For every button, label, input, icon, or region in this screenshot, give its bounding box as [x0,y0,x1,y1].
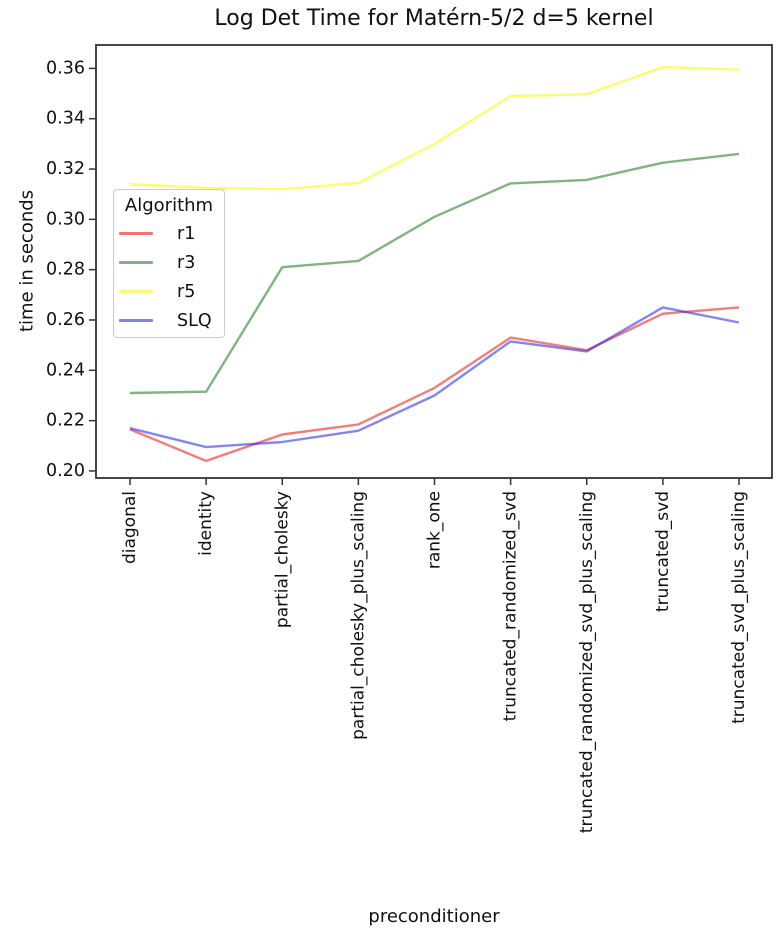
legend-item-r1: r1 [119,219,219,248]
series-line-SLQ [129,306,740,449]
x-tick-label: truncated_svd_plus_scaling [729,491,749,724]
x-tick-label: partial_cholesky [272,491,292,628]
y-tick-label: 0.26 [46,310,85,330]
series-line-r3 [129,152,740,395]
y-tick-label: 0.34 [46,109,85,129]
legend-label-r5: r5 [177,281,196,302]
legend-swatch-r1 [119,231,153,236]
legend-item-r3: r3 [119,248,219,277]
legend-rows: r1 r3 r5 SLQ [119,219,219,335]
legend-swatch-r3 [119,260,153,265]
y-tick-label: 0.36 [46,58,85,78]
y-tick-label: 0.24 [46,360,85,380]
legend: Algorithm r1 r3 r5 SLQ [113,189,225,338]
x-tick-label: diagonal [120,491,140,564]
legend-item-SLQ: SLQ [119,306,219,335]
y-tick-label: 0.28 [46,260,85,280]
y-tick-label: 0.30 [46,209,85,229]
series-line-r1 [129,306,740,463]
legend-label-r1: r1 [177,223,196,244]
y-tick-label: 0.22 [46,411,85,431]
x-tick-label: rank_one [425,491,445,569]
x-tick-label: partial_cholesky_plus_scaling [348,491,368,740]
y-tick-label: 0.20 [46,461,85,481]
chart-title: Log Det Time for Matérn-5/2 d=5 kernel [214,6,654,31]
x-tick-label: truncated_svd [653,491,673,612]
legend-swatch-r5 [119,289,153,294]
legend-title: Algorithm [124,195,214,216]
series-line-r5 [129,65,740,191]
x-tick-label: identity [196,491,216,556]
legend-label-SLQ: SLQ [177,310,212,331]
y-tick-label: 0.32 [46,159,85,179]
legend-swatch-SLQ [119,318,153,323]
x-tick-label: truncated_randomized_svd [501,491,521,721]
x-axis-label: preconditioner [368,906,500,927]
legend-item-r5: r5 [119,277,219,306]
x-tick-label: truncated_randomized_svd_plus_scaling [577,491,597,833]
legend-label-r3: r3 [177,252,196,273]
